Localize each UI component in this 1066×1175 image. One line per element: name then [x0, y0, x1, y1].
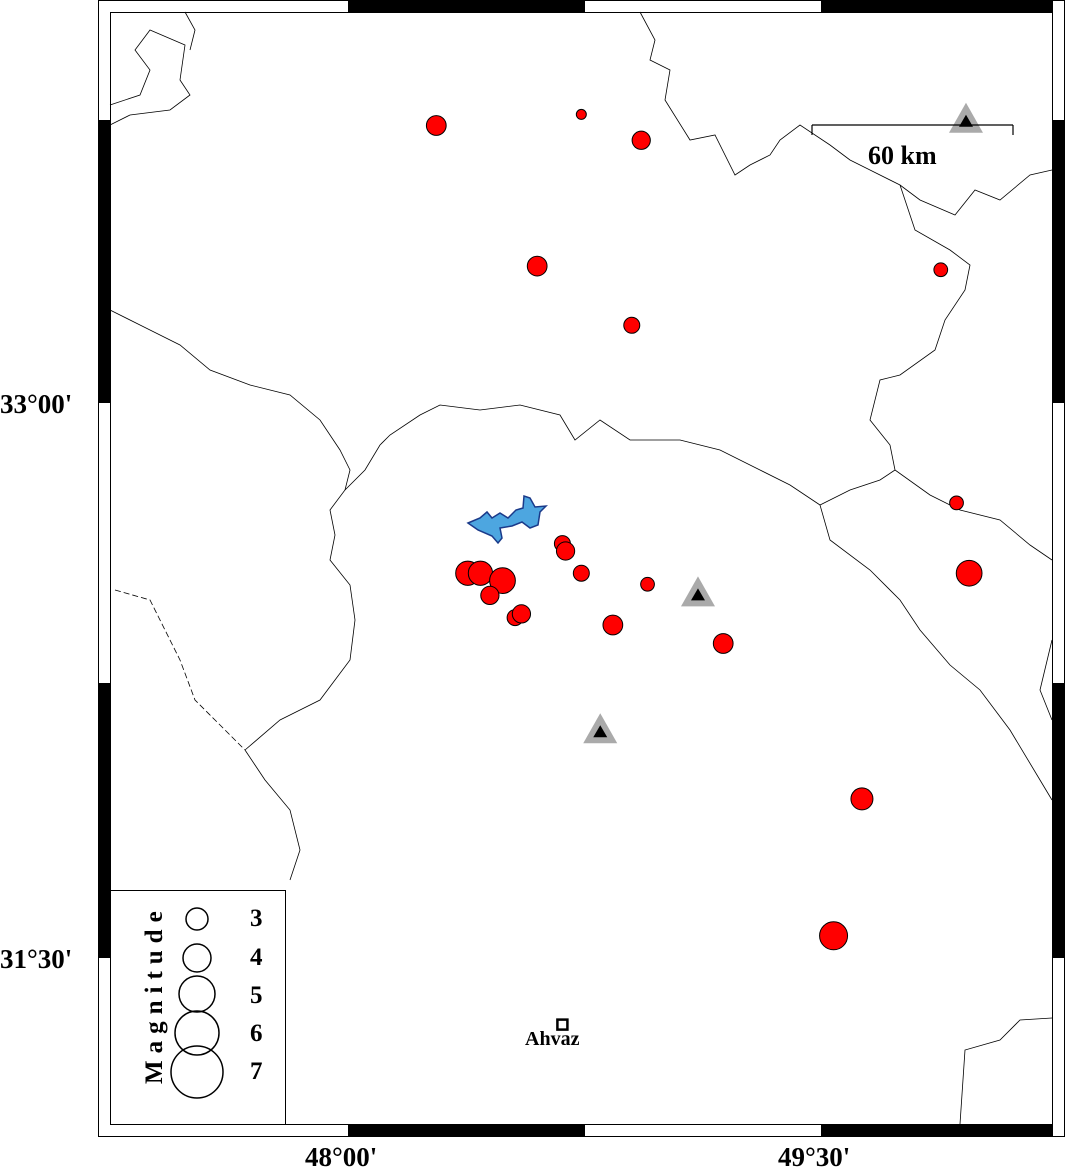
legend-label-4: 4: [250, 944, 263, 971]
legend-label-6: 6: [250, 1020, 263, 1047]
lat-label-33-00: 33°00': [0, 389, 73, 419]
station-triangle-icon: [680, 576, 715, 607]
earthquake-marker: [949, 495, 964, 511]
earthquake-marker: [489, 567, 516, 594]
earthquakes: [425, 108, 983, 951]
earthquake-marker: [555, 541, 576, 561]
earthquake-marker: [480, 585, 500, 606]
legend-circle-7: [170, 1045, 224, 1099]
earthquake-marker: [602, 614, 624, 636]
city-label-ahvaz: Ahvaz: [525, 1028, 580, 1050]
lon-label-48-00: 48°00': [305, 1142, 378, 1172]
earthquake-marker: [640, 576, 655, 592]
lat-label-31-30: 31°30': [0, 944, 73, 974]
legend-circle-6: [174, 1010, 220, 1056]
borders: [109, 11, 1053, 1125]
earthquake-marker: [623, 316, 641, 334]
legend-circle-5: [178, 975, 216, 1013]
legend-label-5: 5: [250, 982, 263, 1009]
lon-label-49-30: 49°30': [778, 1142, 851, 1172]
legend-label-7: 7: [250, 1058, 263, 1085]
legend-label-3: 3: [250, 905, 263, 932]
city-marker-ahvaz: [556, 1018, 569, 1031]
earthquake-marker: [425, 115, 447, 136]
station-triangle-icon: [583, 713, 618, 744]
earthquake-marker: [933, 262, 949, 278]
legend: [110, 890, 286, 1125]
earthquake-marker: [955, 559, 983, 587]
earthquake-marker: [819, 921, 849, 951]
earthquake-marker: [572, 564, 590, 582]
earthquake-marker: [511, 604, 532, 624]
city-square-icon: [556, 1018, 569, 1031]
legend-title: Magnitude: [141, 904, 168, 1084]
earthquake-marker: [526, 255, 548, 277]
scale-bar-label: 60 km: [868, 141, 937, 170]
earthquake-marker: [467, 560, 494, 586]
scale-bar: [811, 124, 1014, 135]
legend-circle-4: [182, 943, 212, 973]
earthquake-marker: [575, 108, 587, 120]
lake: [466, 494, 548, 545]
earthquake-marker: [631, 130, 651, 150]
earthquake-marker: [712, 633, 734, 654]
legend-circle-3: [185, 907, 209, 931]
earthquake-marker: [850, 787, 874, 811]
